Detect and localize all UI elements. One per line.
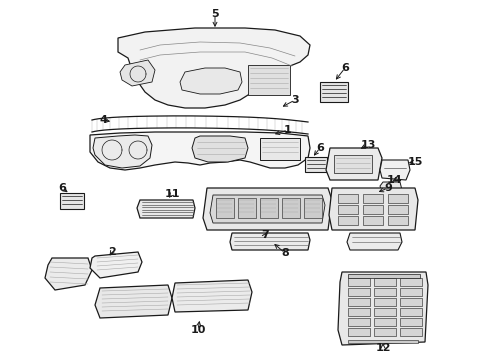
- Polygon shape: [338, 216, 358, 225]
- Text: 8: 8: [281, 248, 289, 258]
- Polygon shape: [348, 298, 370, 306]
- Text: 7: 7: [261, 230, 269, 240]
- Text: 9: 9: [384, 183, 392, 193]
- Polygon shape: [238, 198, 256, 218]
- Polygon shape: [216, 198, 234, 218]
- Polygon shape: [400, 318, 422, 326]
- Polygon shape: [363, 216, 383, 225]
- Text: 10: 10: [190, 325, 206, 335]
- Polygon shape: [348, 308, 370, 316]
- Polygon shape: [363, 205, 383, 214]
- Polygon shape: [348, 278, 370, 286]
- Polygon shape: [374, 298, 396, 306]
- Polygon shape: [180, 68, 242, 94]
- Polygon shape: [282, 198, 300, 218]
- Polygon shape: [203, 188, 332, 230]
- Polygon shape: [348, 318, 370, 326]
- Polygon shape: [192, 136, 248, 162]
- Polygon shape: [118, 28, 310, 108]
- Polygon shape: [260, 198, 278, 218]
- Text: 4: 4: [99, 115, 107, 125]
- Polygon shape: [120, 60, 155, 86]
- Text: 14: 14: [387, 175, 403, 185]
- Text: 6: 6: [58, 183, 66, 193]
- Polygon shape: [400, 278, 422, 286]
- Polygon shape: [374, 278, 396, 286]
- Polygon shape: [95, 285, 172, 318]
- Text: 15: 15: [407, 157, 423, 167]
- Polygon shape: [374, 328, 396, 336]
- Polygon shape: [329, 188, 418, 230]
- Polygon shape: [380, 182, 402, 195]
- Text: 13: 13: [360, 140, 376, 150]
- Polygon shape: [90, 132, 310, 170]
- Polygon shape: [210, 195, 325, 223]
- Polygon shape: [374, 318, 396, 326]
- Polygon shape: [338, 205, 358, 214]
- Text: 6: 6: [316, 143, 324, 153]
- Polygon shape: [338, 272, 428, 345]
- Text: 2: 2: [108, 247, 116, 257]
- Polygon shape: [400, 288, 422, 296]
- Polygon shape: [400, 298, 422, 306]
- Polygon shape: [348, 288, 370, 296]
- Polygon shape: [348, 328, 370, 336]
- Polygon shape: [363, 194, 383, 203]
- Polygon shape: [60, 193, 84, 209]
- Polygon shape: [380, 160, 410, 180]
- Polygon shape: [374, 308, 396, 316]
- Text: 6: 6: [341, 63, 349, 73]
- Polygon shape: [90, 252, 142, 278]
- Polygon shape: [93, 135, 152, 168]
- Polygon shape: [400, 308, 422, 316]
- Polygon shape: [304, 198, 322, 218]
- Polygon shape: [320, 82, 348, 102]
- Polygon shape: [248, 65, 290, 95]
- Polygon shape: [45, 258, 92, 290]
- Polygon shape: [305, 157, 327, 172]
- Text: 5: 5: [211, 9, 219, 19]
- Text: 12: 12: [375, 343, 391, 353]
- Polygon shape: [326, 148, 382, 180]
- Text: 11: 11: [164, 189, 180, 199]
- Polygon shape: [348, 274, 420, 278]
- Polygon shape: [137, 200, 195, 218]
- Polygon shape: [388, 205, 408, 214]
- Polygon shape: [388, 216, 408, 225]
- Polygon shape: [338, 194, 358, 203]
- Polygon shape: [230, 233, 310, 250]
- Polygon shape: [172, 280, 252, 312]
- Text: 1: 1: [284, 125, 292, 135]
- Polygon shape: [260, 138, 300, 160]
- Polygon shape: [347, 233, 402, 250]
- Polygon shape: [374, 288, 396, 296]
- Polygon shape: [348, 340, 418, 343]
- Polygon shape: [334, 155, 372, 173]
- Text: 3: 3: [291, 95, 299, 105]
- Polygon shape: [388, 194, 408, 203]
- Polygon shape: [400, 328, 422, 336]
